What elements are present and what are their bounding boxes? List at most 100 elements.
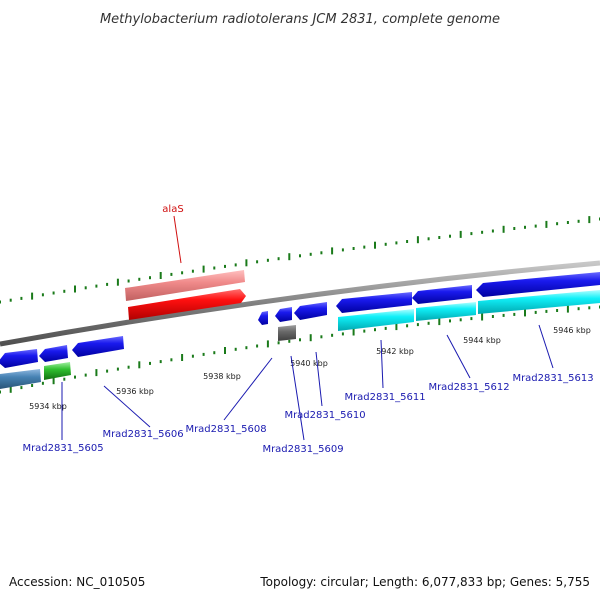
minor-tick: [513, 312, 516, 316]
minor-tick: [149, 361, 151, 365]
minor-tick: [299, 338, 301, 342]
minor-tick: [234, 263, 237, 267]
feature-cds-b[interactable]: [275, 307, 292, 322]
minor-tick: [52, 291, 55, 295]
feature-alaS-light[interactable]: [125, 270, 245, 301]
major-tick: [116, 278, 119, 286]
minor-tick: [363, 329, 366, 333]
feature-cds-a[interactable]: [258, 311, 268, 325]
minor-tick: [0, 390, 1, 394]
minor-tick: [84, 286, 87, 290]
gene-label-5609[interactable]: Mrad2831_5609: [262, 444, 343, 455]
minor-tick: [63, 289, 66, 293]
feature-trna-cyan-3[interactable]: [478, 290, 600, 314]
major-tick: [31, 292, 34, 300]
feature-cds-left-2[interactable]: [39, 345, 68, 362]
feature-trna-cyan-2[interactable]: [416, 302, 476, 321]
major-tick: [481, 313, 484, 321]
major-tick: [266, 340, 269, 348]
gene-label-5608[interactable]: Mrad2831_5608: [185, 424, 266, 435]
genome-summary: Topology: circular; Length: 6,077,833 bp…: [259, 575, 590, 589]
minor-tick: [41, 381, 44, 385]
minor-tick: [459, 318, 462, 322]
minor-tick: [341, 248, 344, 252]
minor-tick: [566, 221, 569, 224]
major-tick: [74, 285, 76, 293]
feature-cds-c[interactable]: [294, 302, 327, 320]
major-tick: [459, 230, 462, 238]
scale-label: 5942 kbp: [376, 347, 414, 356]
minor-tick: [266, 258, 269, 262]
minor-tick: [438, 236, 441, 239]
minor-tick: [556, 309, 559, 312]
major-tick: [95, 369, 98, 377]
gene-label-5610[interactable]: Mrad2831_5610: [284, 410, 365, 421]
minor-tick: [84, 373, 87, 377]
minor-tick: [395, 241, 398, 245]
minor-tick: [95, 284, 98, 288]
major-tick: [288, 253, 291, 261]
minor-tick: [341, 332, 344, 336]
feature-rrna-red[interactable]: [128, 289, 246, 320]
minor-tick: [106, 282, 109, 286]
feature-trna-cyan-1[interactable]: [338, 309, 414, 331]
major-tick: [395, 323, 398, 331]
gene-label-5606[interactable]: Mrad2831_5606: [102, 429, 183, 440]
minor-tick: [181, 271, 184, 275]
minor-tick: [170, 272, 173, 276]
gene-label-5611[interactable]: Mrad2831_5611: [344, 392, 425, 403]
genome-backbone: [0, 260, 600, 347]
major-tick: [224, 347, 226, 354]
gene-label-5605[interactable]: Mrad2831_5605: [22, 443, 103, 454]
feature-cds-5613[interactable]: [476, 272, 600, 297]
accession: Accession: NC_010505: [9, 575, 145, 589]
feature-cds-5611[interactable]: [336, 292, 412, 313]
minor-tick: [534, 310, 537, 314]
gene-labels: alaS Mrad2831_5605 Mrad2831_5606 Mrad283…: [22, 204, 593, 455]
scale-label: 5944 kbp: [463, 336, 501, 345]
minor-tick: [41, 293, 44, 297]
gene-label-alaS[interactable]: alaS: [162, 204, 183, 215]
scale-label: 5946 kbp: [553, 326, 591, 335]
major-tick: [9, 385, 12, 393]
gene-label-5612[interactable]: Mrad2831_5612: [428, 382, 509, 393]
minor-tick: [288, 339, 291, 343]
minor-tick: [191, 354, 194, 358]
minor-tick: [577, 307, 580, 311]
feature-green[interactable]: [44, 362, 71, 380]
feature-cds-left-1[interactable]: [0, 349, 38, 368]
minor-tick: [320, 251, 323, 255]
scale-label: 5938 kbp: [203, 372, 241, 381]
feature-cds-left-3[interactable]: [72, 336, 124, 357]
minor-tick: [74, 375, 76, 379]
major-tick: [331, 247, 334, 255]
major-tick: [309, 334, 312, 342]
minor-tick: [299, 254, 301, 258]
scale-label: 5940 kbp: [290, 359, 328, 368]
minor-tick: [277, 257, 280, 261]
minor-tick: [234, 347, 237, 351]
minor-tick: [481, 230, 484, 234]
minor-tick: [202, 352, 205, 356]
feature-gray[interactable]: [278, 325, 296, 341]
feature-cds-5612[interactable]: [412, 285, 472, 304]
minor-tick: [352, 247, 355, 250]
major-tick: [159, 272, 162, 279]
minor-tick: [524, 225, 526, 229]
minor-tick: [63, 377, 66, 381]
scale-label: 5934 kbp: [29, 402, 67, 411]
gene-label-5613[interactable]: Mrad2831_5613: [512, 373, 593, 384]
minor-tick: [331, 333, 334, 337]
major-tick: [566, 305, 569, 313]
minor-tick: [159, 360, 162, 364]
minor-tick: [384, 326, 387, 330]
minor-tick: [470, 317, 473, 321]
major-tick: [374, 241, 376, 249]
minor-tick: [491, 229, 494, 233]
minor-tick: [374, 328, 376, 332]
minor-tick: [149, 276, 151, 280]
minor-tick: [0, 300, 1, 304]
reverse-strand-features: [0, 290, 600, 389]
feature-steelblue[interactable]: [0, 369, 41, 389]
